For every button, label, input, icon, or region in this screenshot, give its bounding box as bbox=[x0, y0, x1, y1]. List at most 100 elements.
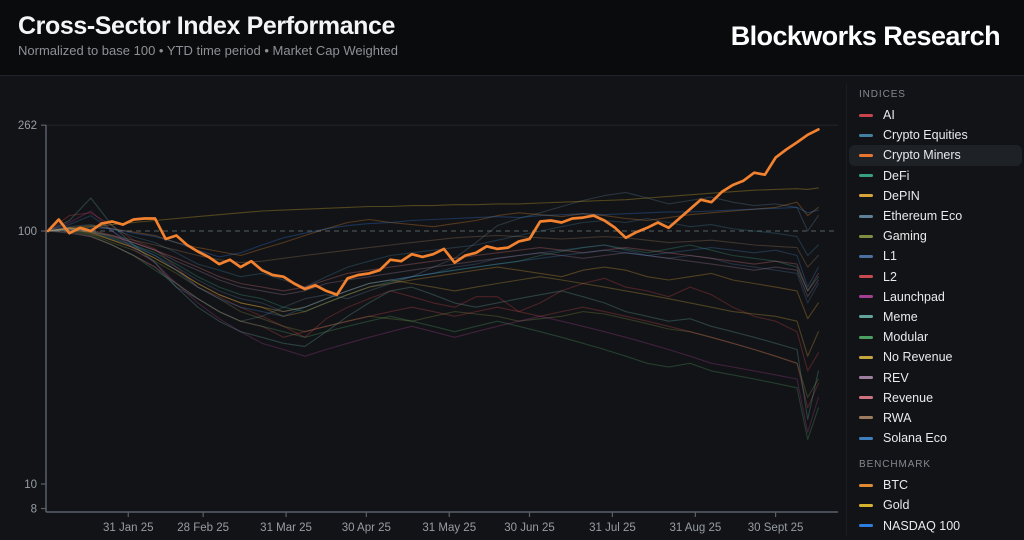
legend-item-launchpad[interactable]: Launchpad bbox=[849, 287, 1022, 307]
legend-item-nasdaq-100[interactable]: NASDAQ 100 bbox=[849, 516, 1022, 536]
btc-color-swatch-icon bbox=[859, 483, 873, 487]
y-axis-tick-label: 262 bbox=[18, 120, 37, 132]
series-line-rev[interactable] bbox=[47, 228, 819, 298]
legend-label: No Revenue bbox=[883, 350, 953, 365]
series-line-l1[interactable] bbox=[47, 228, 819, 313]
series-line-defi[interactable] bbox=[47, 227, 819, 313]
series-line-ai[interactable] bbox=[47, 212, 819, 372]
legend-item-rev[interactable]: REV bbox=[849, 367, 1022, 387]
y-axis-tick-label: 10 bbox=[24, 479, 37, 491]
header: Cross-Sector Index Performance Normalize… bbox=[0, 0, 1024, 76]
legend-item-ethereum-eco[interactable]: Ethereum Eco bbox=[849, 206, 1022, 226]
ethereum-eco-color-swatch-icon bbox=[859, 214, 873, 218]
crypto-miners-color-swatch-icon bbox=[859, 153, 873, 157]
x-axis-tick-label: 31 Jan 25 bbox=[103, 522, 154, 534]
legend-label: Modular bbox=[883, 330, 929, 345]
series-line-solana-eco[interactable] bbox=[47, 215, 819, 317]
rev-color-swatch-icon bbox=[859, 376, 873, 380]
main-content: 262 100 10 8 31 Jan 25 28 Feb 25 31 Mar 25 30 A… bbox=[0, 77, 1024, 540]
legend-section-benchmark: BENCHMARK bbox=[859, 459, 931, 471]
x-axis-tick-label: 30 Sept 25 bbox=[748, 522, 804, 534]
revenue-color-swatch-icon bbox=[859, 396, 873, 400]
series-line-launchpad[interactable] bbox=[47, 210, 819, 433]
legend-label: AI bbox=[883, 108, 895, 123]
legend-label: RWA bbox=[883, 410, 912, 425]
legend-label: Crypto Equities bbox=[883, 128, 968, 143]
legend-label: Launchpad bbox=[883, 289, 945, 304]
series-line-depin[interactable] bbox=[47, 228, 819, 320]
series-line-modular[interactable] bbox=[47, 230, 819, 440]
legend-label: L1 bbox=[883, 249, 897, 264]
legend-label: DeFi bbox=[883, 168, 910, 183]
series-line-ethereum-eco[interactable] bbox=[47, 191, 819, 322]
crypto-equities-color-swatch-icon bbox=[859, 133, 873, 137]
x-axis-tick-label: 31 Mar 25 bbox=[260, 522, 312, 534]
x-axis-tick-label: 31 May 25 bbox=[422, 522, 476, 534]
legend-label: Gaming bbox=[883, 229, 927, 244]
x-axis-tick-label: 28 Feb 25 bbox=[177, 522, 229, 534]
defi-color-swatch-icon bbox=[859, 174, 873, 178]
legend-item-meme[interactable]: Meme bbox=[849, 307, 1022, 327]
no-revenue-color-swatch-icon bbox=[859, 355, 873, 359]
modular-color-swatch-icon bbox=[859, 335, 873, 339]
series-line-no-revenue[interactable] bbox=[47, 227, 819, 357]
legend-label: Solana Eco bbox=[883, 431, 947, 446]
legend-label: DePIN bbox=[883, 188, 920, 203]
solana-eco-color-swatch-icon bbox=[859, 436, 873, 440]
legend-label: BTC bbox=[883, 478, 908, 493]
series-line-rwa[interactable] bbox=[47, 229, 819, 268]
x-axis-tick-label: 31 Jul 25 bbox=[589, 522, 636, 534]
y-axis-tick-label: 100 bbox=[18, 226, 37, 238]
legend-section-indices: INDICES bbox=[859, 89, 906, 100]
legend-item-solana-eco[interactable]: Solana Eco bbox=[849, 428, 1022, 448]
l1-color-swatch-icon bbox=[859, 254, 873, 258]
legend-item-revenue[interactable]: Revenue bbox=[849, 388, 1022, 408]
series-line-gold[interactable] bbox=[47, 187, 819, 232]
legend-item-rwa[interactable]: RWA bbox=[849, 408, 1022, 428]
launchpad-color-swatch-icon bbox=[859, 295, 873, 299]
legend-item-l1[interactable]: L1 bbox=[849, 246, 1022, 266]
depin-color-swatch-icon bbox=[859, 194, 873, 198]
rwa-color-swatch-icon bbox=[859, 416, 873, 420]
y-axis-tick-label: 8 bbox=[31, 504, 37, 516]
legend-item-l2[interactable]: L2 bbox=[849, 267, 1022, 287]
series-line-meme[interactable] bbox=[47, 197, 819, 420]
series-line-nasdaq-100[interactable] bbox=[47, 206, 819, 258]
legend-item-defi[interactable]: DeFi bbox=[849, 166, 1022, 186]
legend-label: REV bbox=[883, 370, 909, 385]
legend-item-gold[interactable]: Gold bbox=[849, 495, 1022, 515]
legend-label: Gold bbox=[883, 498, 910, 513]
series-line-crypto-miners[interactable] bbox=[46, 128, 820, 297]
gaming-color-swatch-icon bbox=[859, 234, 873, 238]
meme-color-swatch-icon bbox=[859, 315, 873, 319]
legend-item-gaming[interactable]: Gaming bbox=[849, 226, 1022, 246]
legend-label: Crypto Miners bbox=[883, 148, 961, 163]
performance-chart: 262 100 10 8 31 Jan 25 28 Feb 25 31 Mar 25 30 A… bbox=[18, 120, 838, 534]
x-axis-tick-label: 31 Aug 25 bbox=[669, 522, 721, 534]
x-axis-tick-label: 30 Jun 25 bbox=[504, 522, 555, 534]
legend-label: Meme bbox=[883, 309, 918, 324]
l2-color-swatch-icon bbox=[859, 275, 873, 279]
gold-color-swatch-icon bbox=[859, 503, 873, 507]
brand-logo: Blockworks Research bbox=[730, 21, 1001, 51]
legend-item-crypto-equities[interactable]: Crypto Equities bbox=[849, 125, 1022, 145]
legend-panel: INDICES AI Crypto Equities Crypto Miners DeF… bbox=[846, 84, 1022, 536]
legend-item-no-revenue[interactable]: No Revenue bbox=[849, 347, 1022, 367]
legend-item-modular[interactable]: Modular bbox=[849, 327, 1022, 347]
legend-label: Revenue bbox=[883, 390, 934, 405]
legend-label: L2 bbox=[883, 269, 897, 284]
page-title: Cross-Sector Index Performance bbox=[18, 12, 396, 40]
legend-item-crypto-miners[interactable]: Crypto Miners bbox=[849, 145, 1022, 166]
legend-label: Ethereum Eco bbox=[883, 209, 963, 224]
legend-label: NASDAQ 100 bbox=[883, 518, 961, 533]
series-line-l2[interactable] bbox=[47, 230, 819, 409]
series-line-revenue[interactable] bbox=[47, 227, 819, 292]
nasdaq-100-color-swatch-icon bbox=[859, 524, 873, 528]
page-subtitle: Normalized to base 100 • YTD time period… bbox=[18, 43, 399, 58]
series-line-gaming[interactable] bbox=[47, 229, 819, 398]
series-line-btc[interactable] bbox=[47, 201, 819, 257]
legend-item-depin[interactable]: DePIN bbox=[849, 186, 1022, 206]
legend-item-btc[interactable]: BTC bbox=[849, 475, 1022, 495]
legend-item-ai[interactable]: AI bbox=[849, 105, 1022, 125]
x-axis-tick-label: 30 Apr 25 bbox=[342, 522, 391, 534]
